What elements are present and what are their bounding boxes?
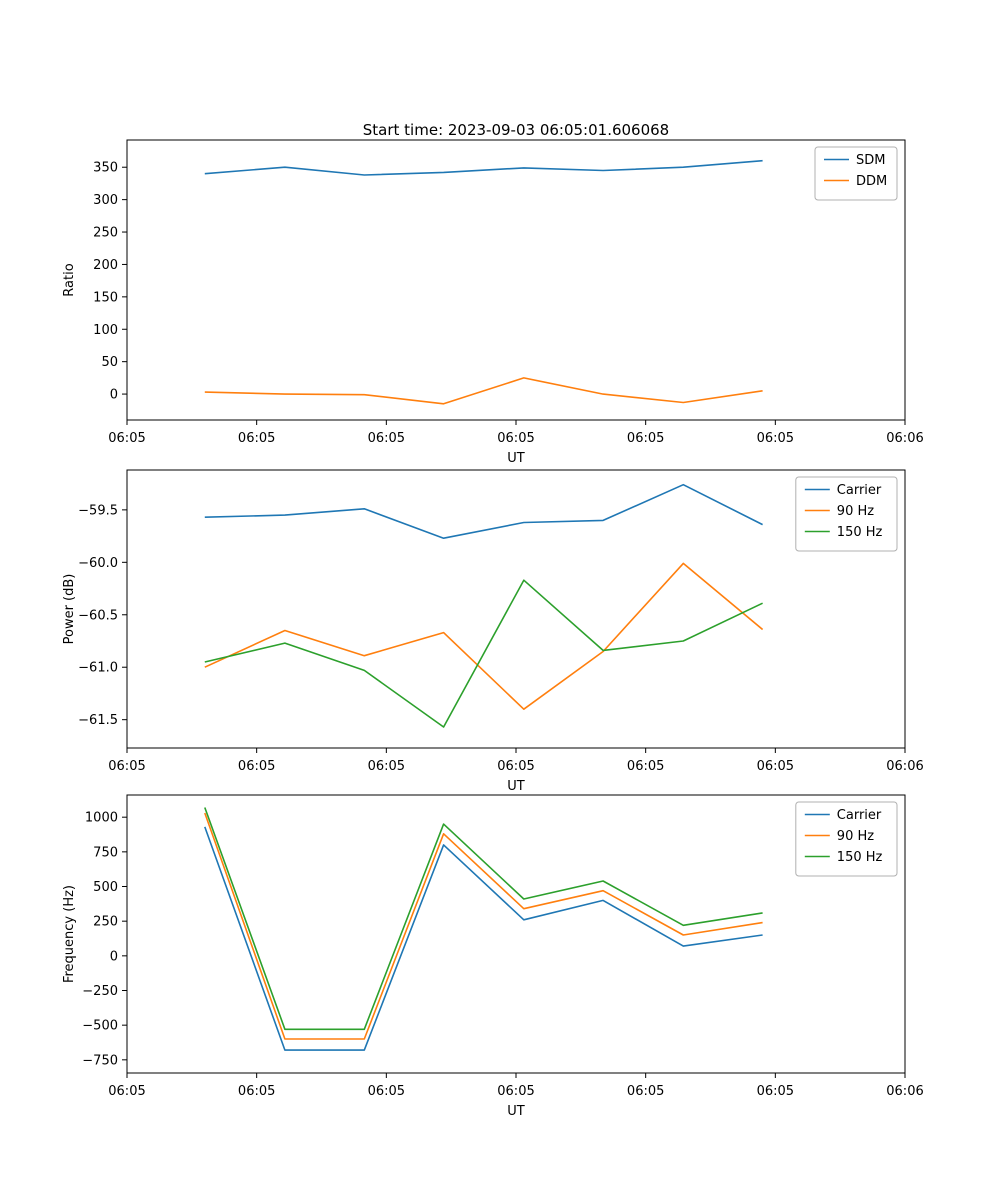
legend-box <box>795 476 898 552</box>
series-line-sdm <box>204 159 763 176</box>
y-tick-label: 100 <box>93 323 118 338</box>
y-tick-label: −750 <box>82 1053 118 1068</box>
x-axis-label: UT <box>507 451 525 466</box>
y-tick-label: 500 <box>93 880 118 895</box>
x-tick-label: 06:05 <box>757 431 794 446</box>
x-tick-label: 06:05 <box>108 431 145 446</box>
y-tick-label: 250 <box>93 915 118 930</box>
y-tick-label: −61.0 <box>78 661 118 676</box>
x-tick-label: 06:05 <box>238 1084 275 1099</box>
x-tick-label: 06:05 <box>627 1084 664 1099</box>
x-tick-label: 06:05 <box>238 759 275 774</box>
plot-frame <box>126 469 906 749</box>
y-tick-label: 350 <box>93 161 118 176</box>
y-tick-label: 0 <box>110 949 118 964</box>
legend-label: 90 Hz <box>837 829 874 844</box>
y-tick-label: 250 <box>93 226 118 241</box>
y-tick-label: −60.5 <box>78 608 118 623</box>
legend-label: 150 Hz <box>837 850 883 865</box>
series-line-carrier <box>204 483 763 540</box>
legend-label: 90 Hz <box>837 504 874 519</box>
x-axis-label: UT <box>507 1104 525 1119</box>
series-line-150-hz <box>204 579 763 728</box>
y-axis-label: Ratio <box>62 263 77 296</box>
chart-2: −61.5 −61.0 −60.5 −60.0 −59.5 06:05 06:05 06:05… <box>62 469 924 794</box>
series-line-carrier <box>204 826 763 1051</box>
y-tick-label: −59.5 <box>78 503 118 518</box>
x-tick-label: 06:05 <box>757 1084 794 1099</box>
legend: SDM DDM <box>814 146 898 201</box>
y-tick-label: 200 <box>93 258 118 273</box>
chart-1: 0 50 100 150 200 250 300 350 06:05 06:05 06:05 06:0… <box>62 139 924 466</box>
x-tick-label: 06:05 <box>627 759 664 774</box>
legend: Carrier 90 Hz 150 Hz <box>795 476 898 552</box>
legend-box <box>795 801 898 877</box>
legend-label: Carrier <box>837 808 882 823</box>
x-tick-label: 06:05 <box>368 759 405 774</box>
x-tick-label: 06:05 <box>757 759 794 774</box>
y-tick-label: 300 <box>93 193 118 208</box>
legend-label: DDM <box>856 174 887 189</box>
y-tick-label: 50 <box>101 355 118 370</box>
y-tick-label: 1000 <box>85 811 118 826</box>
x-tick-label: 06:05 <box>238 431 275 446</box>
x-tick-label: 06:05 <box>108 759 145 774</box>
figure-title: Start time: 2023-09-03 06:05:01.606068 <box>362 121 670 139</box>
series-line-90-hz <box>204 562 764 711</box>
y-tick-label: −60.0 <box>78 556 118 571</box>
x-tick-label: 06:05 <box>368 1084 405 1099</box>
x-tick-label: 06:06 <box>886 1084 923 1099</box>
x-tick-label: 06:05 <box>627 431 664 446</box>
series-line-90-hz <box>204 812 763 1040</box>
x-tick-label: 06:06 <box>886 759 923 774</box>
legend-label: 150 Hz <box>837 525 883 540</box>
y-tick-label: −61.5 <box>78 713 118 728</box>
x-tick-label: 06:05 <box>497 1084 534 1099</box>
y-axis-label: Frequency (Hz) <box>62 885 77 983</box>
x-tick-label: 06:05 <box>368 431 405 446</box>
x-tick-label: 06:06 <box>886 431 923 446</box>
y-tick-label: 750 <box>93 845 118 860</box>
chart-3: −750 −500 −250 0 250 500 750 1000 06:05 06:05 06:0… <box>62 794 924 1119</box>
legend-label: SDM <box>856 153 885 168</box>
plot-frame <box>126 139 906 421</box>
x-tick-label: 06:05 <box>497 759 534 774</box>
series-line-ddm <box>204 377 763 405</box>
y-tick-label: −500 <box>82 1019 118 1034</box>
y-axis-label: Power (dB) <box>62 574 77 645</box>
x-tick-label: 06:05 <box>108 1084 145 1099</box>
x-tick-label: 06:05 <box>497 431 534 446</box>
series-line-150-hz <box>204 807 763 1031</box>
y-tick-label: 0 <box>110 388 118 403</box>
legend-label: Carrier <box>837 483 882 498</box>
x-axis-label: UT <box>507 779 525 794</box>
y-tick-label: 150 <box>93 290 118 305</box>
legend: Carrier 90 Hz 150 Hz <box>795 801 898 877</box>
y-tick-label: −250 <box>82 984 118 999</box>
